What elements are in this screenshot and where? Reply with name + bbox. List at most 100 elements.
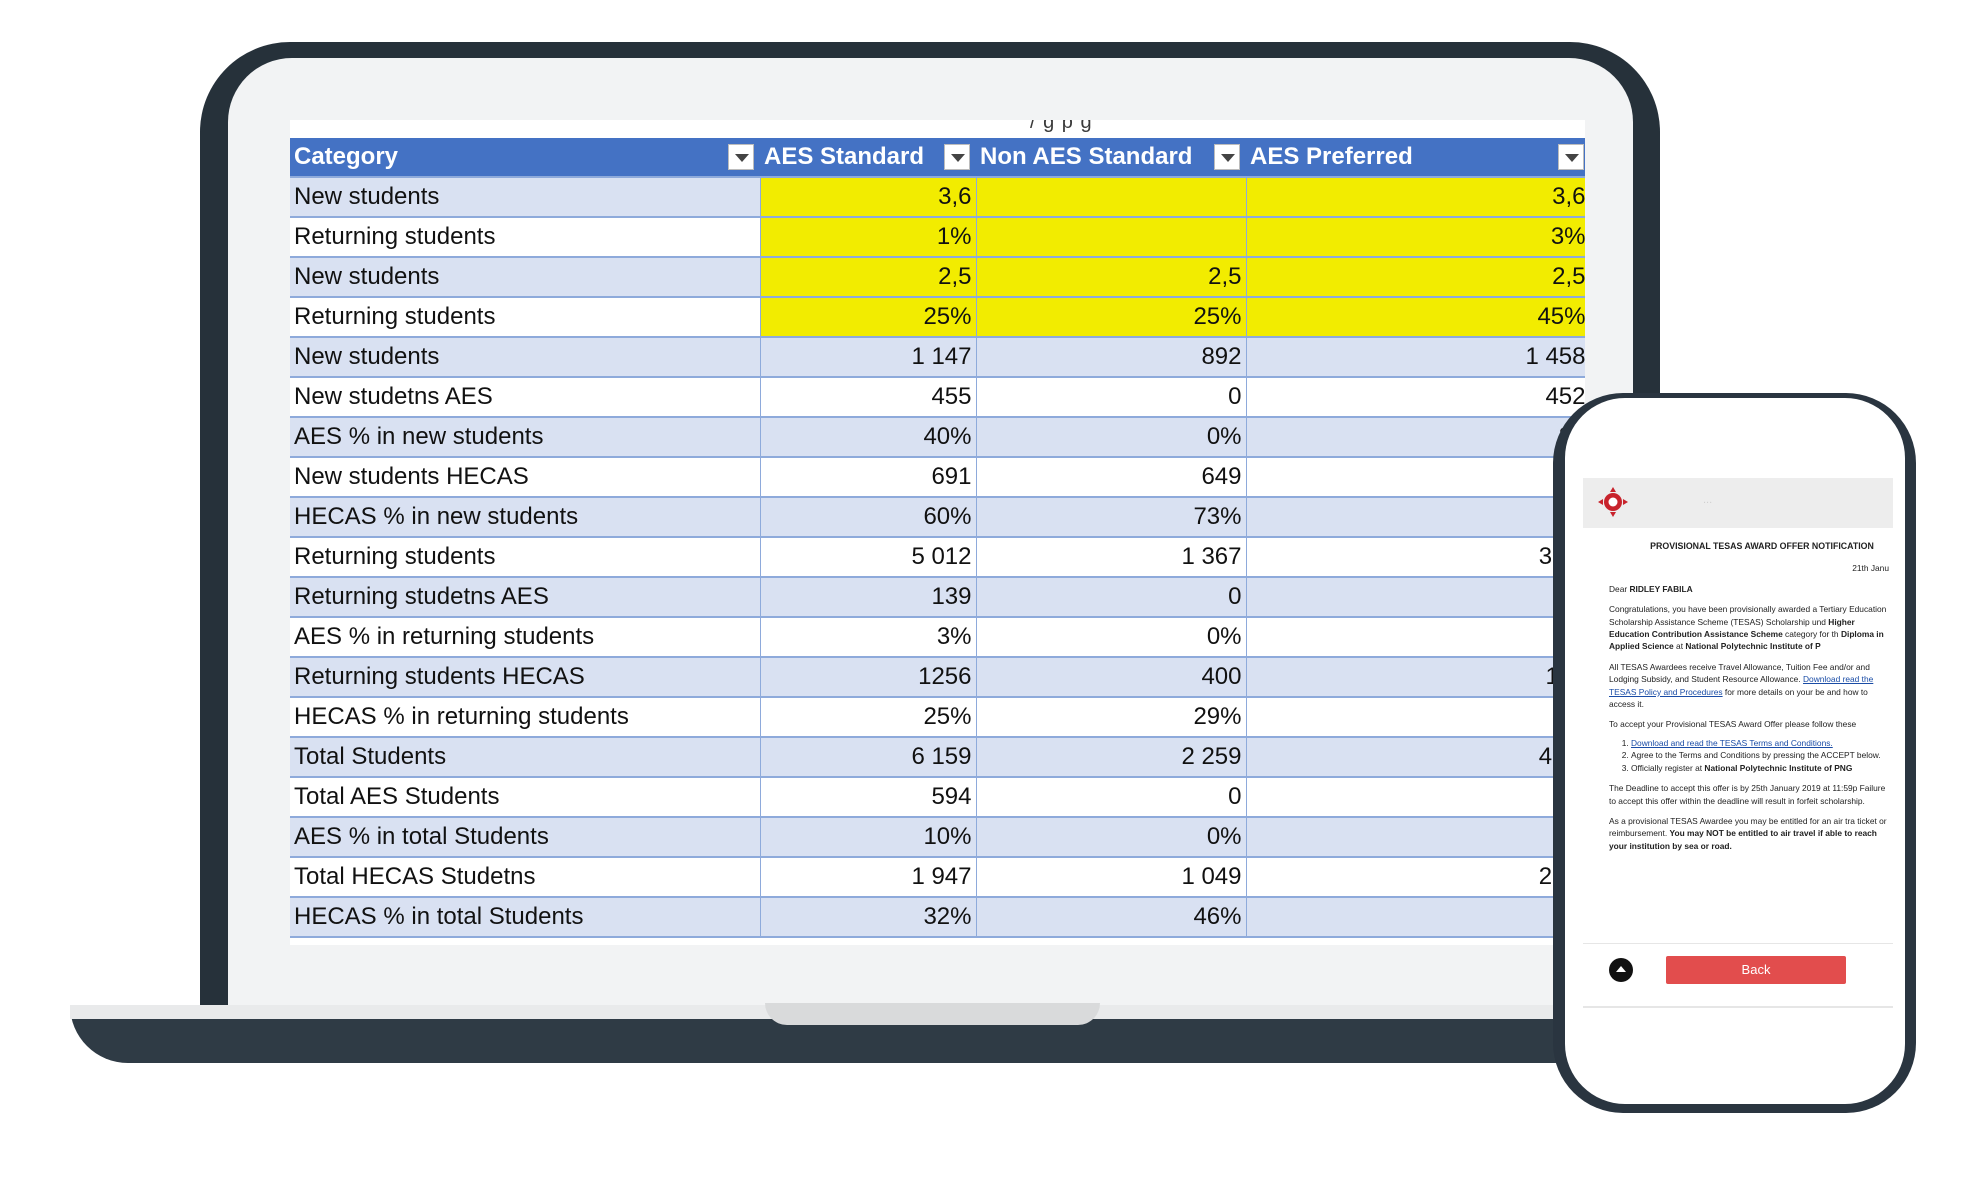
- value-cell[interactable]: 2,5: [1246, 257, 1585, 298]
- value-cell[interactable]: 400: [976, 657, 1247, 698]
- header-aes-preferred: AES Preferred: [1246, 138, 1585, 178]
- value-cell[interactable]: 1 947: [760, 857, 977, 898]
- footer-divider: [1583, 943, 1893, 944]
- phone-header-text: ...: [1703, 494, 1713, 506]
- value-cell[interactable]: 60: [1246, 777, 1585, 818]
- value-cell[interactable]: 1 147: [760, 337, 977, 378]
- category-cell[interactable]: AES % in new students: [290, 417, 761, 458]
- value-cell[interactable]: 5 012: [760, 537, 977, 578]
- value-cell[interactable]: 32%: [760, 897, 977, 938]
- paragraph-congrats: Congratulations, you have been provision…: [1609, 603, 1889, 653]
- value-cell[interactable]: 10%: [760, 817, 977, 858]
- value-cell[interactable]: 892: [976, 337, 1247, 378]
- value-cell[interactable]: 1256: [760, 657, 977, 698]
- value-cell[interactable]: 25%: [760, 697, 977, 738]
- value-cell[interactable]: 3,6: [760, 177, 977, 218]
- value-cell[interactable]: 3 30: [1246, 537, 1585, 578]
- value-cell[interactable]: 3%: [760, 617, 977, 658]
- value-cell[interactable]: 452: [1246, 377, 1585, 418]
- category-cell[interactable]: HECAS % in returning students: [290, 697, 761, 738]
- category-cell[interactable]: Total AES Students: [290, 777, 761, 818]
- category-cell[interactable]: New students HECAS: [290, 457, 761, 498]
- filter-dropdown-icon[interactable]: [944, 144, 970, 170]
- value-cell[interactable]: 0: [976, 577, 1247, 618]
- value-cell[interactable]: 60%: [760, 497, 977, 538]
- value-cell[interactable]: 691: [760, 457, 977, 498]
- value-cell[interactable]: 31: [1246, 417, 1585, 458]
- value-cell[interactable]: 649: [976, 457, 1247, 498]
- value-cell[interactable]: 44: [1246, 697, 1585, 738]
- phone-bottom-divider: [1583, 1006, 1893, 1008]
- step-item: Download and read the TESAS Terms and Co…: [1631, 737, 1889, 749]
- value-cell[interactable]: 5: [1246, 617, 1585, 658]
- value-cell[interactable]: 2,5: [976, 257, 1247, 298]
- value-cell[interactable]: 40%: [760, 417, 977, 458]
- category-cell[interactable]: Returning studetns AES: [290, 577, 761, 618]
- category-cell[interactable]: HECAS % in new students: [290, 497, 761, 538]
- value-cell[interactable]: 2 259: [976, 737, 1247, 778]
- value-cell[interactable]: 594: [760, 777, 977, 818]
- category-cell[interactable]: HECAS % in total Students: [290, 897, 761, 938]
- policy-link[interactable]: Download read the TESAS Policy and Proce…: [1609, 674, 1874, 697]
- value-cell[interactable]: 95: [1246, 457, 1585, 498]
- value-cell[interactable]: 2,5: [760, 257, 977, 298]
- value-cell[interactable]: 29%: [976, 697, 1247, 738]
- paragraph-accept: To accept your Provisional TESAS Award O…: [1609, 719, 1857, 730]
- category-cell[interactable]: AES % in returning students: [290, 617, 761, 658]
- category-cell[interactable]: Returning students: [290, 537, 761, 578]
- filter-dropdown-icon[interactable]: [1558, 144, 1584, 170]
- value-cell[interactable]: 0%: [976, 817, 1247, 858]
- value-cell[interactable]: 4 76: [1246, 737, 1585, 778]
- value-cell[interactable]: 66: [1246, 497, 1585, 538]
- value-cell[interactable]: 1 049: [976, 857, 1247, 898]
- paragraph-allowances: All TESAS Awardees receive Travel Allowa…: [1609, 661, 1889, 711]
- value-cell[interactable]: 73%: [976, 497, 1247, 538]
- value-cell[interactable]: 455: [760, 377, 977, 418]
- category-cell[interactable]: New students: [290, 337, 761, 378]
- value-cell[interactable]: 1 367: [976, 537, 1247, 578]
- category-cell[interactable]: Returning students: [290, 217, 761, 258]
- value-cell[interactable]: 0: [976, 377, 1247, 418]
- value-cell[interactable]: 0%: [976, 617, 1247, 658]
- value-cell[interactable]: 144: [1246, 657, 1585, 698]
- category-cell[interactable]: Returning students HECAS: [290, 657, 761, 698]
- value-cell[interactable]: 0%: [976, 417, 1247, 458]
- value-cell[interactable]: 46%: [976, 897, 1247, 938]
- value-cell[interactable]: 13: [1246, 817, 1585, 858]
- category-cell[interactable]: Total Students: [290, 737, 761, 778]
- value-cell[interactable]: 0: [976, 777, 1247, 818]
- value-cell[interactable]: 3%: [1246, 217, 1585, 258]
- spreadsheet-table: Category AES Standard Non AES Standard A…: [290, 138, 1585, 938]
- value-cell[interactable]: 3,6: [1246, 177, 1585, 218]
- back-button[interactable]: Back: [1666, 956, 1846, 984]
- category-cell[interactable]: New studetns AES: [290, 377, 761, 418]
- value-cell[interactable]: 2 40: [1246, 857, 1585, 898]
- terms-link[interactable]: Download and read the TESAS Terms and Co…: [1631, 737, 1833, 748]
- header-category: Category: [290, 138, 760, 178]
- category-cell[interactable]: AES % in total Students: [290, 817, 761, 858]
- scroll-up-icon[interactable]: [1609, 958, 1633, 982]
- category-cell[interactable]: New students: [290, 257, 761, 298]
- table-row: New studetns AES 455 0 452: [290, 377, 1585, 418]
- category-cell[interactable]: Total HECAS Studetns: [290, 857, 761, 898]
- value-cell[interactable]: 45%: [1246, 297, 1585, 338]
- value-cell[interactable]: 50: [1246, 897, 1585, 938]
- value-cell[interactable]: 25%: [976, 297, 1247, 338]
- value-cell[interactable]: 139: [760, 577, 977, 618]
- filter-dropdown-icon[interactable]: [728, 144, 754, 170]
- para-text: at: [1673, 641, 1686, 652]
- value-cell[interactable]: [976, 177, 1247, 218]
- filter-dropdown-icon[interactable]: [1214, 144, 1240, 170]
- category-cell[interactable]: New students: [290, 177, 761, 218]
- value-cell[interactable]: 1 458: [1246, 337, 1585, 378]
- value-cell[interactable]: 6 159: [760, 737, 977, 778]
- value-cell[interactable]: 15: [1246, 577, 1585, 618]
- value-cell[interactable]: 25%: [760, 297, 977, 338]
- logo-icon: [1598, 487, 1628, 517]
- category-cell[interactable]: Returning students: [290, 297, 761, 338]
- value-cell[interactable]: 1%: [760, 217, 977, 258]
- value-cell[interactable]: [976, 217, 1247, 258]
